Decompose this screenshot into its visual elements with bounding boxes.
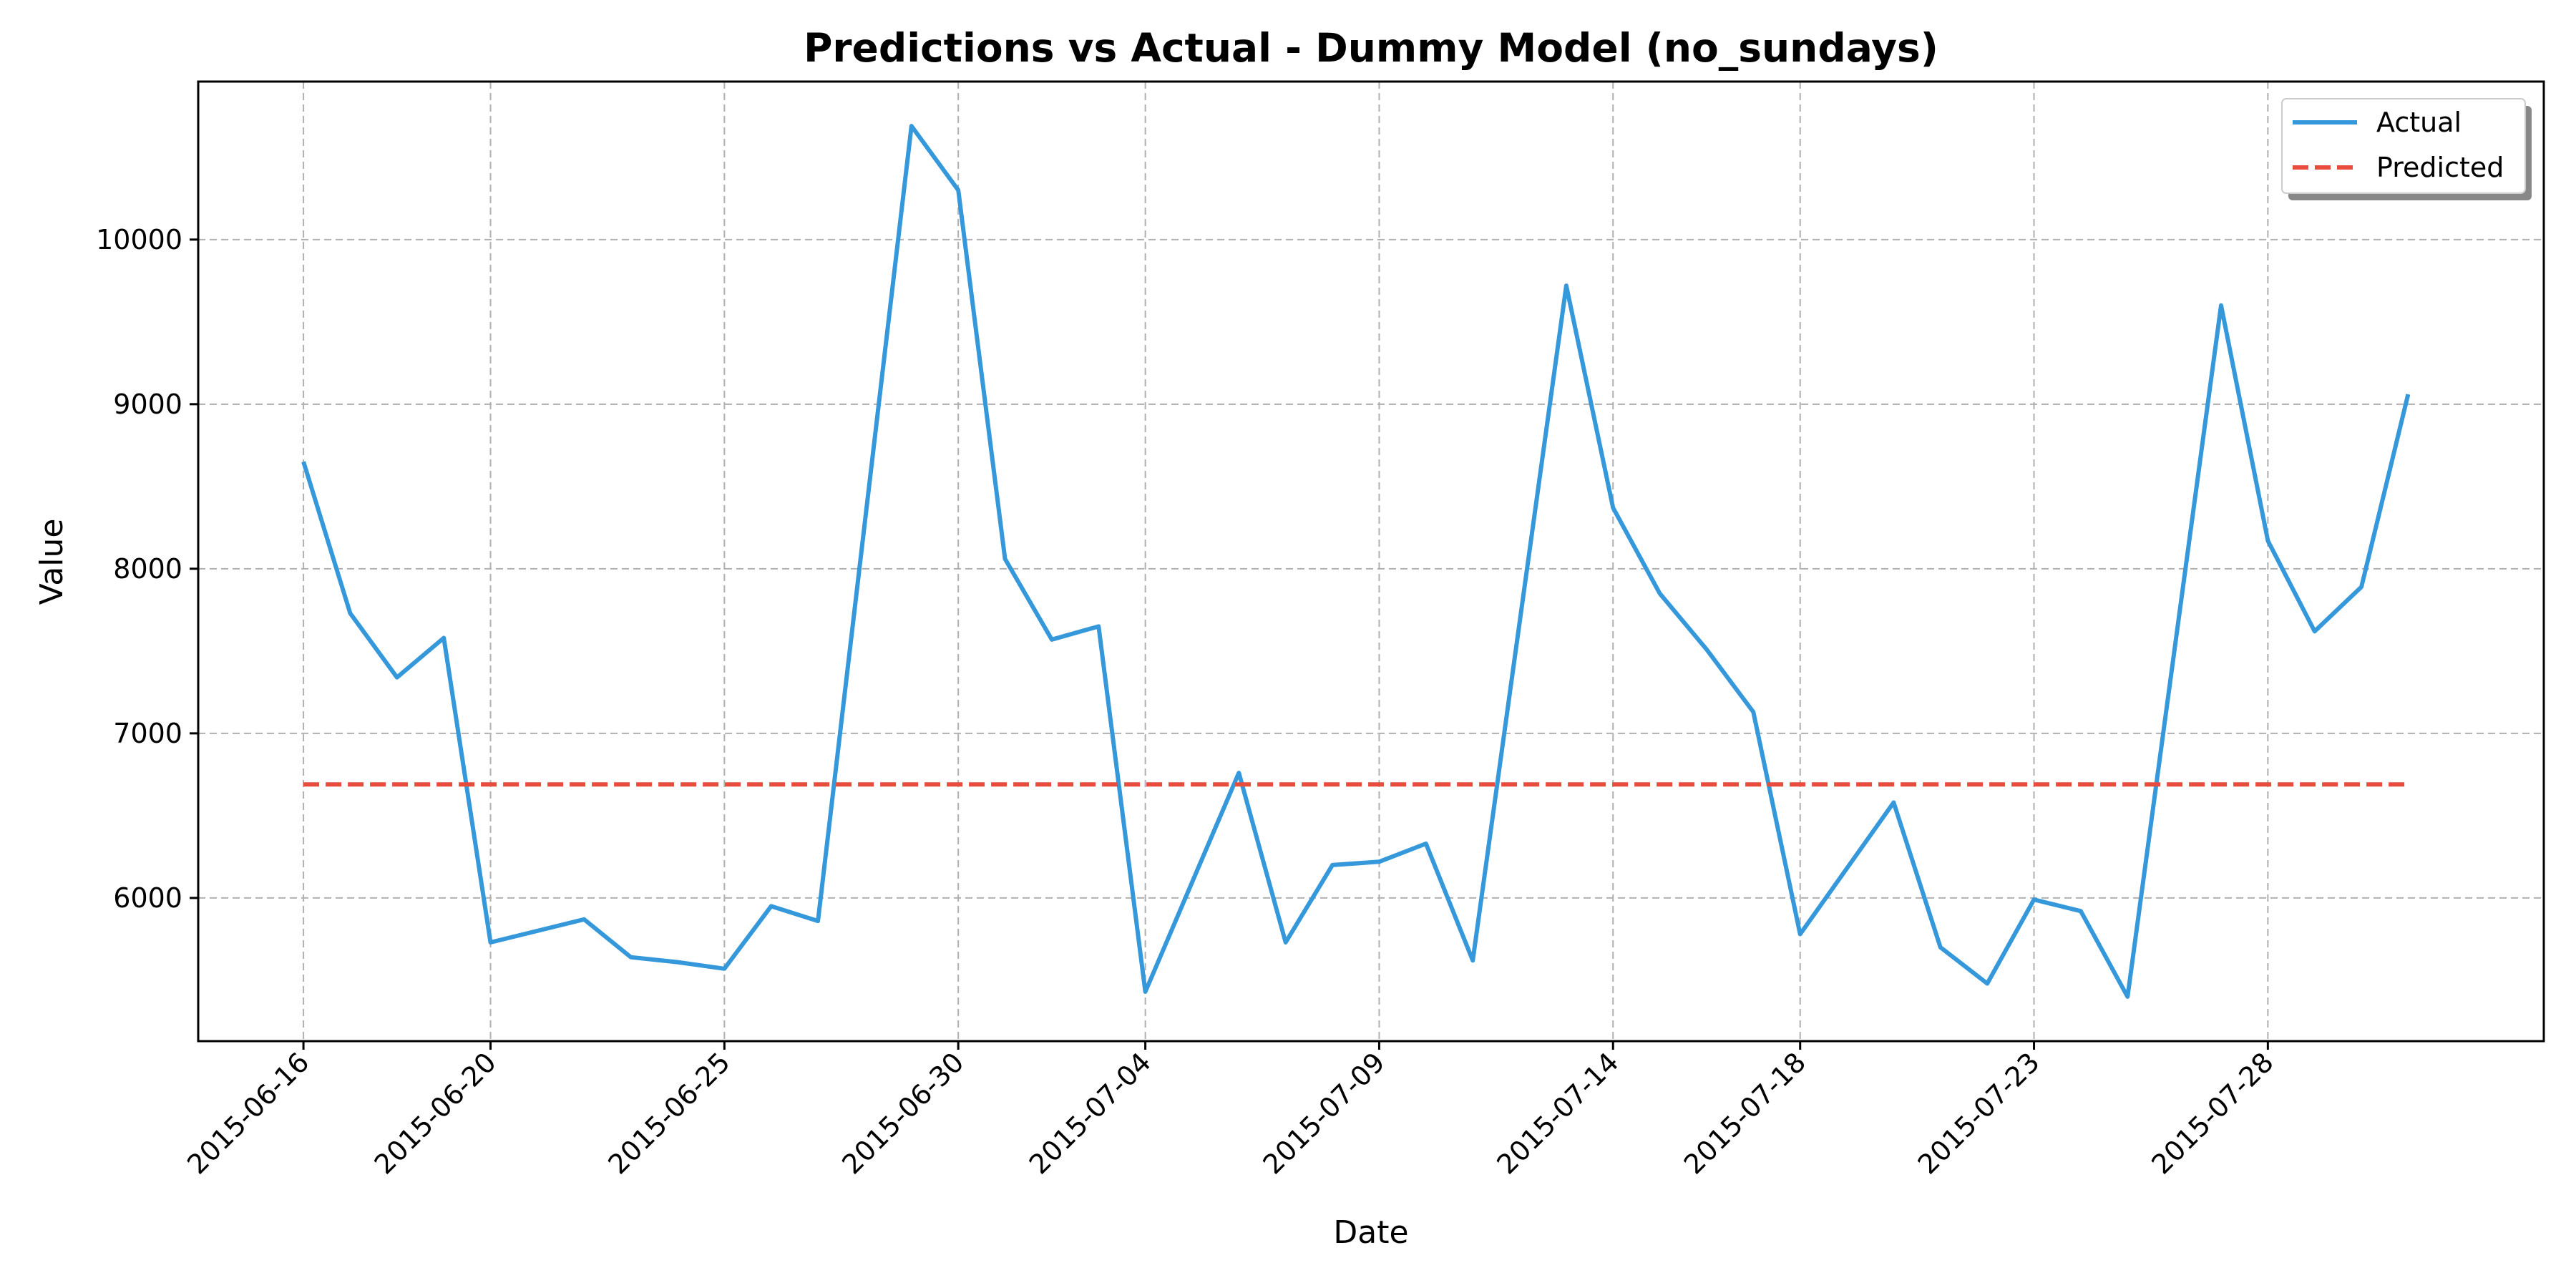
y-tick-label: 9000 — [113, 389, 182, 420]
x-axis-label: Date — [1333, 1214, 1408, 1251]
y-tick-label: 8000 — [113, 553, 182, 585]
plot-frame — [197, 80, 2545, 1043]
y-tick-label: 7000 — [113, 718, 182, 749]
legend-label-predicted: Predicted — [2376, 152, 2504, 183]
grid-lines — [198, 82, 2544, 1041]
legend: Actual Predicted — [2281, 98, 2532, 200]
y-axis-label: Value — [34, 519, 70, 605]
y-tick-label: 6000 — [113, 882, 182, 914]
legend-label-actual: Actual — [2376, 107, 2462, 138]
chart-title: Predictions vs Actual - Dummy Model (no_… — [804, 25, 1938, 71]
series-lines — [301, 124, 2411, 999]
y-tick-label: 10000 — [96, 224, 182, 255]
series-actual-line — [301, 124, 2411, 999]
